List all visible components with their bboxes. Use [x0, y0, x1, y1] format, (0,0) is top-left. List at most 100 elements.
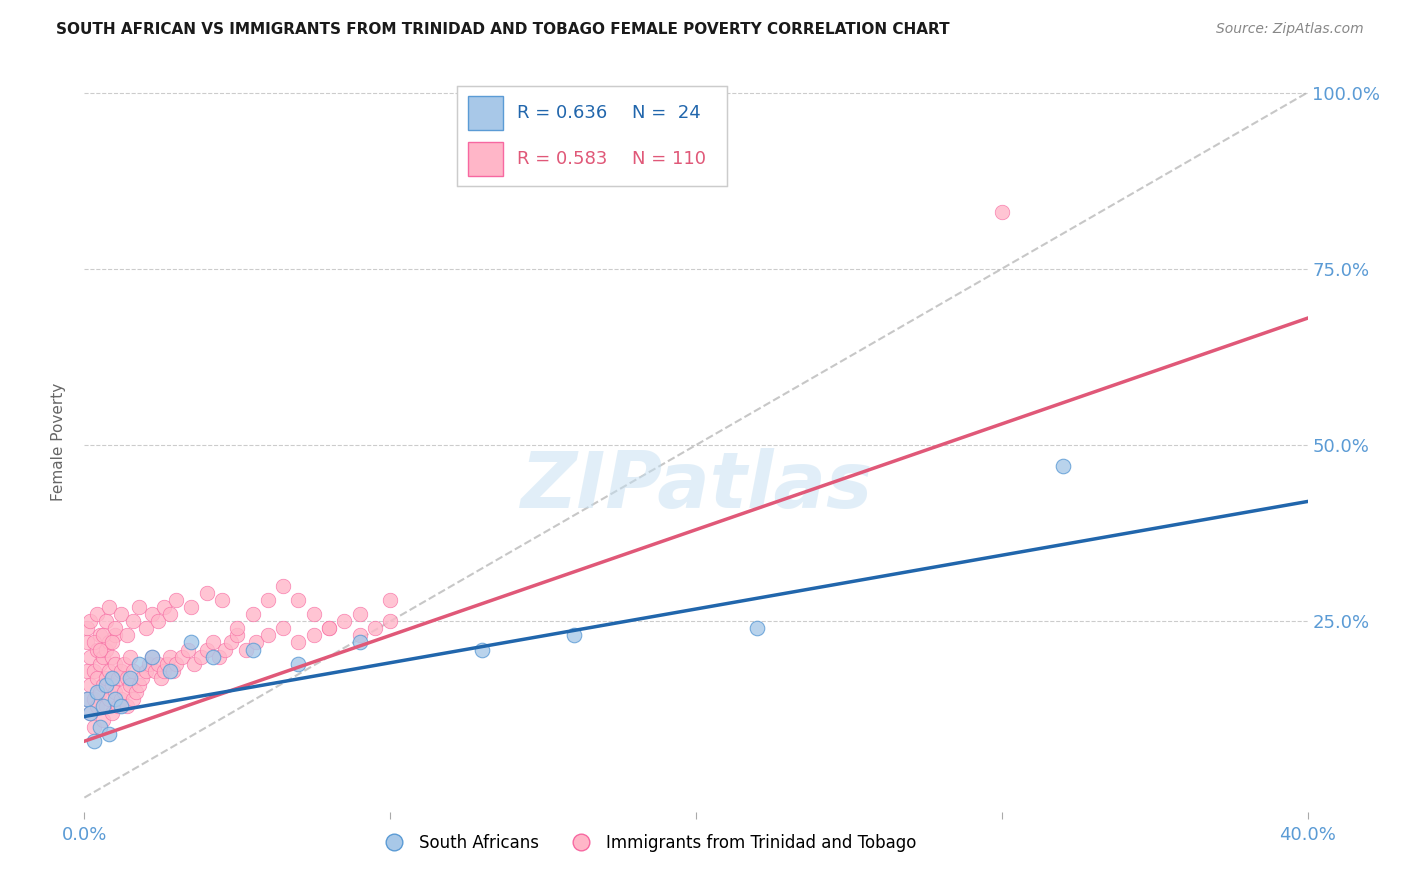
Point [257, 628, 280, 642]
Point [318, 621, 340, 635]
Point [177, 642, 200, 657]
Point [128, 678, 150, 692]
Point [91, 649, 114, 664]
Point [104, 685, 127, 699]
Point [83, 734, 105, 748]
Point [208, 649, 231, 664]
Point [135, 664, 157, 678]
Point [349, 607, 371, 622]
Point [120, 678, 142, 692]
Point [110, 698, 132, 713]
Point [180, 635, 202, 649]
Point [165, 657, 187, 671]
Point [89, 642, 111, 657]
Point [302, 628, 325, 642]
Point [110, 607, 132, 622]
Point [89, 720, 111, 734]
Point [91, 713, 114, 727]
Point [86, 698, 108, 713]
Point [86, 607, 108, 622]
Point [190, 649, 212, 664]
Point [125, 685, 148, 699]
Point [83, 664, 105, 678]
Point [83, 635, 105, 649]
Point [1052, 459, 1074, 474]
Point [349, 628, 371, 642]
Point [159, 649, 181, 664]
Point [76, 692, 98, 706]
Point [141, 649, 163, 664]
Point [76, 692, 98, 706]
Point [107, 698, 129, 713]
Point [76, 621, 98, 635]
Point [318, 621, 340, 635]
Point [110, 692, 132, 706]
Point [79, 615, 101, 629]
Point [156, 657, 179, 671]
Point [287, 635, 309, 649]
Point [226, 621, 249, 635]
Point [86, 685, 108, 699]
Point [76, 664, 98, 678]
Point [131, 671, 153, 685]
Point [165, 593, 187, 607]
Point [245, 635, 267, 649]
Point [94, 642, 117, 657]
Point [115, 671, 138, 685]
Point [195, 586, 218, 600]
Point [195, 642, 218, 657]
Point [380, 615, 402, 629]
Point [219, 635, 242, 649]
Point [333, 615, 356, 629]
Point [242, 607, 264, 622]
Point [214, 642, 236, 657]
Point [83, 692, 105, 706]
Point [112, 657, 135, 671]
Point [94, 678, 117, 692]
Point [115, 628, 138, 642]
Point [162, 664, 184, 678]
Point [128, 657, 150, 671]
Point [89, 685, 111, 699]
Point [143, 664, 166, 678]
Point [120, 671, 142, 685]
Point [302, 607, 325, 622]
Point [79, 706, 101, 720]
Point [107, 671, 129, 685]
Point [104, 621, 127, 635]
Y-axis label: Female Poverty: Female Poverty [51, 383, 66, 500]
Point [235, 642, 257, 657]
Point [271, 621, 294, 635]
Point [159, 607, 181, 622]
Point [349, 635, 371, 649]
Point [201, 649, 224, 664]
Point [159, 664, 181, 678]
Point [562, 628, 585, 642]
Point [104, 628, 127, 642]
Point [101, 649, 124, 664]
Point [97, 664, 120, 678]
Text: SOUTH AFRICAN VS IMMIGRANTS FROM TRINIDAD AND TOBAGO FEMALE POVERTY CORRELATION : SOUTH AFRICAN VS IMMIGRANTS FROM TRINIDA… [56, 22, 950, 37]
Point [146, 657, 169, 671]
Point [86, 642, 108, 657]
Point [97, 727, 120, 741]
Point [79, 649, 101, 664]
Point [183, 657, 205, 671]
Point [89, 657, 111, 671]
Point [97, 692, 120, 706]
Point [94, 698, 117, 713]
Point [153, 664, 176, 678]
Point [101, 678, 124, 692]
Point [141, 649, 163, 664]
Point [104, 657, 127, 671]
Point [79, 678, 101, 692]
Point [128, 600, 150, 615]
Point [120, 649, 142, 664]
Point [115, 698, 138, 713]
Point [471, 642, 494, 657]
Point [97, 635, 120, 649]
Point [287, 593, 309, 607]
Point [211, 593, 233, 607]
Legend: South Africans, Immigrants from Trinidad and Tobago: South Africans, Immigrants from Trinidad… [371, 828, 924, 859]
Point [76, 635, 98, 649]
